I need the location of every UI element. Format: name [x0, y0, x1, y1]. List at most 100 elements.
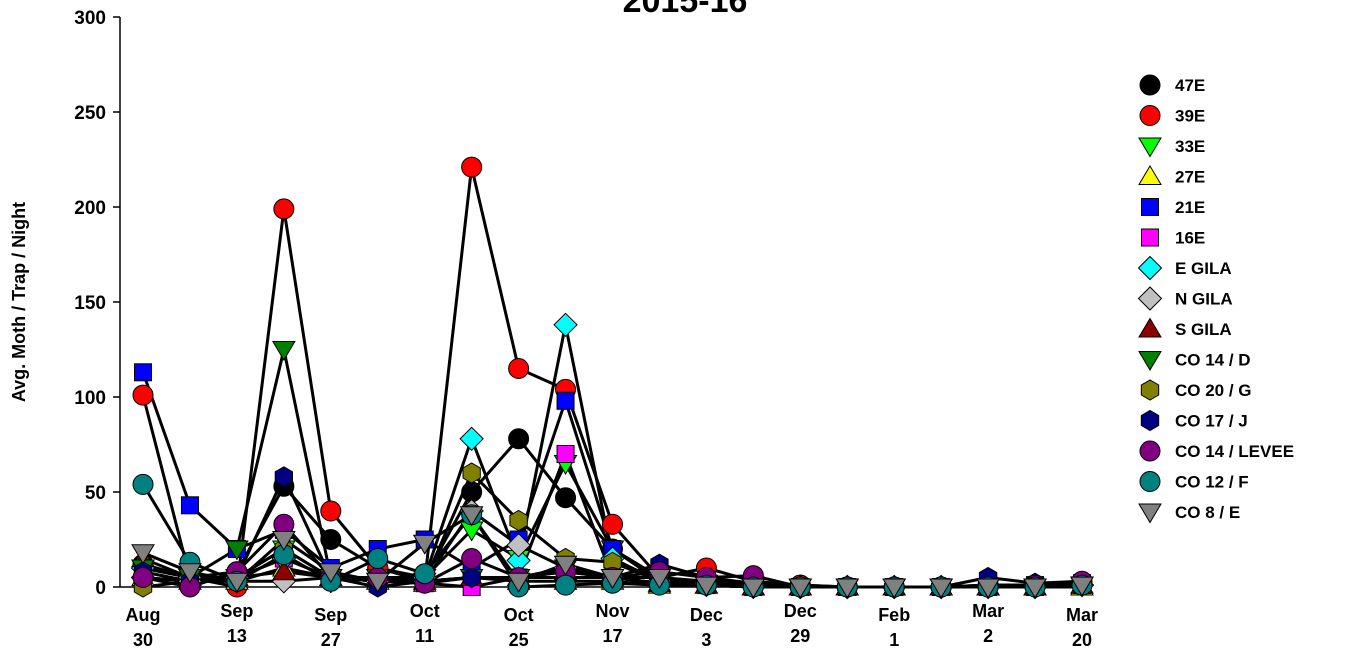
- series-point: [367, 548, 389, 569]
- series-point: [271, 531, 296, 551]
- series-point: [556, 445, 575, 463]
- series-point: [976, 578, 1000, 599]
- legend-marker: [1137, 255, 1163, 281]
- legend: 47E 39E 33E 27E 21E 16E E GILA N GILA S GILA CO 1…: [1137, 74, 1294, 524]
- legend-marker: [1138, 503, 1162, 524]
- legend-label: 39E: [1175, 107, 1205, 126]
- legend-label: N GILA: [1175, 290, 1233, 309]
- series-point: [414, 563, 436, 585]
- x-tick-label: Sep 13: [220, 601, 253, 646]
- series-point: [741, 578, 766, 599]
- series-point: [461, 548, 483, 569]
- series-point: [647, 569, 672, 589]
- series-point: [788, 578, 813, 599]
- series-point: [506, 572, 531, 593]
- series-point: [134, 363, 152, 382]
- series-point: [225, 572, 249, 593]
- legend-label: E GILA: [1175, 259, 1232, 278]
- series-point: [318, 563, 343, 584]
- legend-marker: [1138, 137, 1162, 158]
- series-point: [929, 578, 954, 599]
- series-point: [459, 426, 484, 452]
- series-point: [556, 391, 575, 410]
- series-point: [600, 569, 625, 589]
- legend-marker: [1138, 351, 1162, 371]
- legend-marker: [1140, 409, 1160, 432]
- x-tick-label: Mar 2: [972, 601, 1004, 646]
- series-point: [132, 567, 154, 588]
- y-tick-label: 150: [74, 293, 106, 314]
- y-axis-title: Avg. Moth / Trap / Night: [9, 202, 29, 402]
- legend-label: 33E: [1175, 137, 1205, 156]
- legend-label: 16E: [1175, 229, 1205, 248]
- series-point: [1023, 578, 1047, 599]
- series-point: [508, 428, 530, 450]
- series-point: [180, 496, 199, 515]
- x-tick-label: Dec 29: [784, 601, 817, 646]
- series-point: [462, 462, 481, 484]
- legend-label: CO 14 / LEVEE: [1175, 442, 1294, 461]
- series-point: [225, 540, 249, 561]
- series-point: [320, 500, 342, 522]
- series-point: [555, 487, 577, 509]
- series-point: [694, 576, 719, 597]
- series-point: [131, 544, 155, 565]
- series-point: [271, 341, 296, 361]
- x-tick-label: Mar 20: [1066, 605, 1098, 648]
- legend-marker: [1141, 228, 1159, 247]
- series-point: [1070, 576, 1094, 597]
- series-point: [602, 513, 623, 535]
- series-point: [412, 534, 437, 555]
- y-tick-label: 100: [74, 388, 106, 409]
- legend-label: S GILA: [1175, 320, 1232, 339]
- legend-label: CO 12 / F: [1175, 473, 1249, 492]
- series-point: [178, 563, 202, 584]
- legend-label: 27E: [1175, 168, 1205, 187]
- legend-label: CO 8 / E: [1175, 503, 1240, 522]
- y-tick-label: 250: [74, 103, 106, 124]
- chart-title: 2015-16: [623, 0, 748, 20]
- x-tick-label: Dec 3: [690, 605, 723, 648]
- legend-marker: [1139, 74, 1161, 96]
- x-tick-label: Oct 11: [410, 601, 440, 646]
- legend-marker: [1140, 379, 1160, 401]
- legend-label: CO 17 / J: [1175, 412, 1248, 431]
- y-axis: 0 50 100 150 200 250 300: [74, 8, 121, 599]
- series-markers: [130, 156, 1095, 600]
- x-tick-label: Sep 27: [314, 605, 347, 648]
- x-tick-label: Feb 1: [878, 605, 910, 648]
- series-point: [271, 560, 296, 581]
- y-tick-label: 300: [74, 8, 106, 29]
- legend-marker: [1139, 105, 1161, 126]
- series-point: [553, 312, 578, 338]
- series-point: [273, 198, 295, 220]
- legend-label: 47E: [1175, 76, 1205, 95]
- series-point: [462, 566, 481, 589]
- series-point: [132, 473, 154, 495]
- series-point: [365, 572, 390, 593]
- series-point: [882, 578, 907, 599]
- legend-marker: [1138, 165, 1162, 185]
- x-axis: Aug 30 Sep 13 Sep 27 Oct 11 Oct 25 Nov 17 Dec 3 Dec 29 F…: [120, 586, 1098, 648]
- series-point: [320, 529, 342, 550]
- legend-marker: [1139, 440, 1161, 462]
- series-point: [274, 466, 293, 488]
- series-point: [835, 578, 860, 599]
- y-tick-label: 0: [95, 578, 106, 599]
- legend-label: CO 14 / D: [1175, 351, 1251, 370]
- legend-marker: [1137, 286, 1163, 311]
- x-tick-label: Oct 25: [504, 605, 534, 648]
- legend-marker: [1139, 471, 1161, 492]
- legend-label: 21E: [1175, 198, 1205, 217]
- series-point: [553, 555, 578, 576]
- series-point: [555, 574, 577, 596]
- legend-marker: [1141, 198, 1159, 216]
- y-tick-label: 50: [85, 483, 106, 504]
- series-point: [461, 156, 483, 178]
- series-point: [132, 384, 154, 406]
- series-point: [508, 358, 530, 379]
- legend-marker: [1138, 317, 1162, 338]
- legend-label: CO 20 / G: [1175, 381, 1252, 400]
- x-tick-label: Aug 30: [126, 605, 161, 648]
